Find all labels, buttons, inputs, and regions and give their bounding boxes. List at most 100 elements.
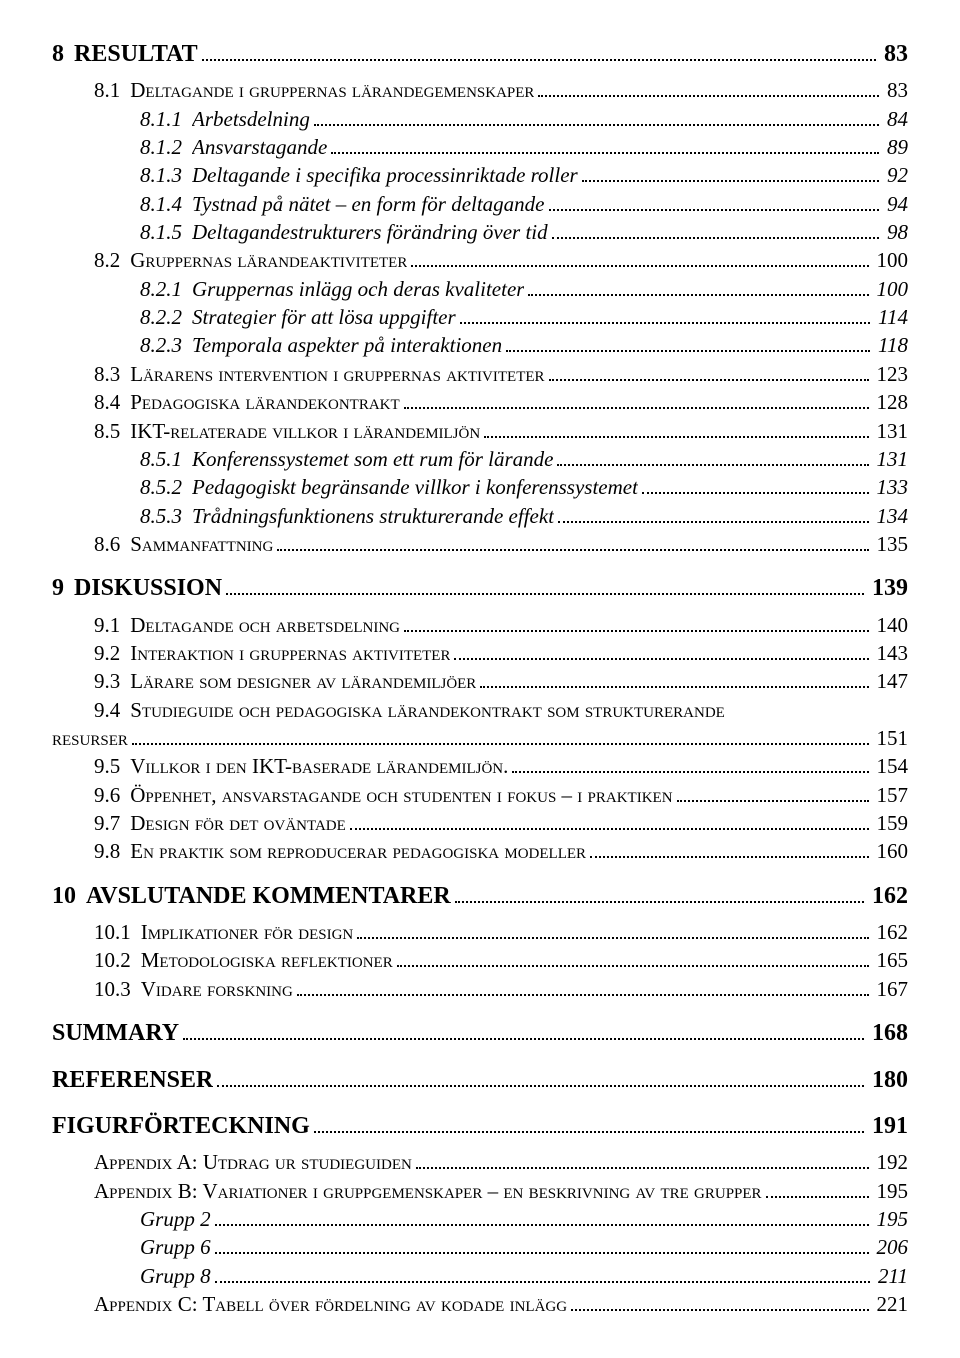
toc-leader xyxy=(397,954,869,968)
toc-leader xyxy=(215,1241,869,1255)
toc-number: 8.1 xyxy=(94,76,130,104)
toc-title: Appendix B: Variationer i gruppgemenskap… xyxy=(94,1177,762,1205)
toc-entry: 8.5.1Konferenssystemet som ett rum för l… xyxy=(52,445,908,473)
toc-title: Arbetsdelning xyxy=(192,105,310,133)
toc-number: 9.1 xyxy=(94,611,130,639)
toc-title: Villkor i den IKT-baserade lärandemiljön… xyxy=(130,752,508,780)
toc-entry: 10.1Implikationer för design162 xyxy=(52,918,908,946)
toc-entry: 9.3Lärare som designer av lärandemiljöer… xyxy=(52,667,908,695)
toc-number: 9.6 xyxy=(94,781,130,809)
toc-leader xyxy=(460,311,870,325)
toc-page: 191 xyxy=(868,1110,908,1142)
toc-page: 139 xyxy=(868,572,908,604)
toc-title: Grupp 8 xyxy=(140,1262,211,1290)
toc-page: 147 xyxy=(873,667,909,695)
toc-leader xyxy=(480,675,868,689)
toc-title: Deltagande i gruppernas lärandegemenskap… xyxy=(130,76,534,104)
toc-leader xyxy=(455,888,864,903)
toc-leader xyxy=(183,1025,864,1040)
toc-entry: FIGURFÖRTECKNING 191 xyxy=(52,1110,908,1142)
toc-entry: 9.2Interaktion i gruppernas aktiviteter1… xyxy=(52,639,908,667)
toc-entry: 8.4Pedagogiska lärandekontrakt128 xyxy=(52,388,908,416)
toc-page: 123 xyxy=(873,360,909,388)
toc-entry: SUMMARY 168 xyxy=(52,1017,908,1049)
toc-number: 9.8 xyxy=(94,837,130,865)
toc-leader xyxy=(350,816,869,830)
toc-leader xyxy=(677,788,869,802)
toc-entry: 10AVSLUTANDE KOMMENTARER162 xyxy=(52,880,908,912)
toc-leader xyxy=(277,537,868,551)
toc-leader xyxy=(217,1071,864,1086)
toc-page: 135 xyxy=(873,530,909,558)
toc-title: Temporala aspekter på interaktionen xyxy=(192,331,502,359)
toc-number: 8.4 xyxy=(94,388,130,416)
toc-number: 9 xyxy=(52,572,74,604)
toc-page: 84 xyxy=(883,105,908,133)
toc-entry: 8.1.5Deltagandestrukturers förändring öv… xyxy=(52,218,908,246)
toc-title: Konferenssystemet som ett rum för lärand… xyxy=(192,445,553,473)
toc-entry: 8.2.3Temporala aspekter på interaktionen… xyxy=(52,331,908,359)
toc-leader xyxy=(404,618,869,632)
toc-entry: 8RESULTAT83 xyxy=(52,38,908,70)
toc-title: Deltagande och arbetsdelning xyxy=(130,611,400,639)
toc-page: 131 xyxy=(873,417,909,445)
toc-entry: 9.5Villkor i den IKT-baserade lärandemil… xyxy=(52,752,908,780)
toc-title: FIGURFÖRTECKNING xyxy=(52,1110,310,1142)
toc-leader xyxy=(512,760,868,774)
toc-page: 165 xyxy=(873,946,909,974)
toc-number: 8.1.2 xyxy=(140,133,192,161)
toc-entry: 9.1Deltagande och arbetsdelning140 xyxy=(52,611,908,639)
toc-title: En praktik som reproducerar pedagogiska … xyxy=(130,837,586,865)
toc-leader xyxy=(215,1269,870,1283)
toc-page: 143 xyxy=(873,639,909,667)
toc-page: 162 xyxy=(868,880,908,912)
toc-title: Lärarens intervention i gruppernas aktiv… xyxy=(130,360,544,388)
toc-title: Gruppernas inlägg och deras kvaliteter xyxy=(192,275,524,303)
toc-title: Studieguide och pedagogiska lärandekontr… xyxy=(130,696,725,724)
toc-entry: 8.1.4Tystnad på nätet – en form för delt… xyxy=(52,190,908,218)
toc-page: 167 xyxy=(873,975,909,1003)
toc-number: 9.5 xyxy=(94,752,130,780)
toc-title: AVSLUTANDE KOMMENTARER xyxy=(86,880,451,912)
toc-entry: Grupp 2195 xyxy=(52,1205,908,1233)
toc-page: 168 xyxy=(868,1017,908,1049)
toc-title: Interaktion i gruppernas aktiviteter xyxy=(130,639,450,667)
toc-leader xyxy=(484,424,868,438)
toc-page: 211 xyxy=(874,1262,908,1290)
toc-number: 8.5.3 xyxy=(140,502,192,530)
toc-leader xyxy=(549,197,880,211)
toc-leader xyxy=(582,169,879,183)
toc-page: 160 xyxy=(873,837,909,865)
toc-number: 8.2 xyxy=(94,246,130,274)
toc-title: Vidare forskning xyxy=(141,975,293,1003)
toc-page: 133 xyxy=(873,473,909,501)
toc-entry: 8.1.1Arbetsdelning 84 xyxy=(52,105,908,133)
toc-entry: 8.1.3Deltagande i specifika processinrik… xyxy=(52,161,908,189)
toc-number: 8.1.1 xyxy=(140,105,192,133)
toc-number: 8.5.1 xyxy=(140,445,192,473)
toc-entry: 10.2Metodologiska reflektioner165 xyxy=(52,946,908,974)
toc-page: 206 xyxy=(873,1233,909,1261)
toc-page: 94 xyxy=(883,190,908,218)
toc-leader xyxy=(215,1212,869,1226)
toc-entry: Grupp 6 206 xyxy=(52,1233,908,1261)
toc-entry: REFERENSER180 xyxy=(52,1064,908,1096)
toc-title: Grupp 6 xyxy=(140,1233,211,1261)
toc-page: 192 xyxy=(873,1148,909,1176)
toc-page: 98 xyxy=(883,218,908,246)
toc-page: 159 xyxy=(873,809,909,837)
toc-number: 8.3 xyxy=(94,360,130,388)
toc-title: SUMMARY xyxy=(52,1017,179,1049)
toc-page: 154 xyxy=(873,752,909,780)
toc-entry: 8.6Sammanfattning135 xyxy=(52,530,908,558)
toc-leader xyxy=(297,982,869,996)
toc-entry: 9DISKUSSION139 xyxy=(52,572,908,604)
toc-entry: 8.5IKT-relaterade villkor i lärandemiljö… xyxy=(52,417,908,445)
toc-title: Trådningsfunktionens strukturerande effe… xyxy=(192,502,554,530)
toc-entry: 8.3Lärarens intervention i gruppernas ak… xyxy=(52,360,908,388)
toc-leader xyxy=(558,509,868,523)
toc-entry: 9.4Studieguide och pedagogiska lärandeko… xyxy=(52,696,908,724)
toc-number: 8.1.4 xyxy=(140,190,192,218)
toc-title: IKT-relaterade villkor i lärandemiljön xyxy=(130,417,480,445)
toc-title: Metodologiska reflektioner xyxy=(141,946,393,974)
